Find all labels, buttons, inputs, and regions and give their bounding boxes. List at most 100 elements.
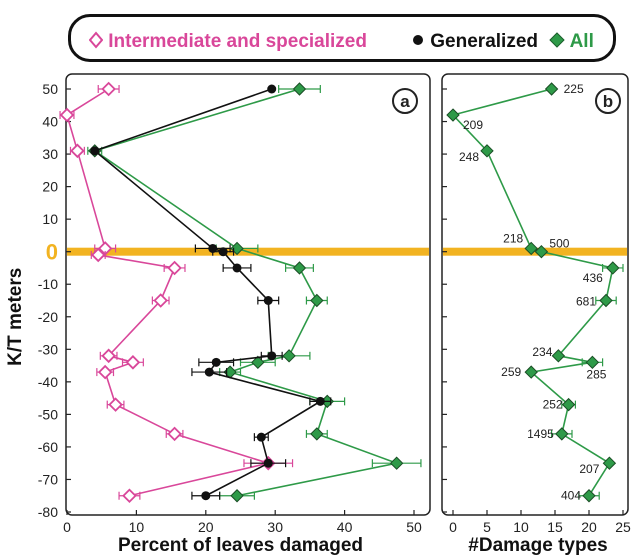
point-label: 252 — [543, 398, 563, 412]
data-point-circle — [204, 367, 214, 377]
y-tick-label-boundary: 0 — [46, 240, 58, 265]
x-tick-label: 20 — [581, 519, 597, 535]
data-point-filled-diamond — [292, 261, 307, 275]
data-point-open-diamond — [108, 397, 123, 412]
y-tick-label: -40 — [38, 374, 58, 390]
y-tick-label: -70 — [38, 471, 58, 487]
data-point-open-diamond — [125, 355, 141, 370]
open-diamond-icon — [88, 31, 104, 49]
panel-label-badge — [392, 88, 418, 114]
series-line — [66, 88, 272, 497]
y-axis-title: K/T meters — [5, 268, 26, 366]
legend-item-all: All — [549, 30, 594, 53]
y-tick-label: -80 — [38, 504, 58, 520]
series-line — [92, 88, 400, 497]
y-tick-label: -20 — [38, 309, 58, 325]
data-point-filled-diamond — [551, 349, 566, 363]
point-label: 218 — [503, 231, 523, 245]
data-point-circle — [256, 432, 266, 442]
x-tick-label: 5 — [483, 519, 491, 535]
data-point-filled-diamond — [602, 456, 617, 470]
y-tick-label: -10 — [38, 276, 58, 292]
legend-item-generalized: Generalized — [411, 30, 538, 53]
point-label: 436 — [583, 271, 603, 285]
data-point-circle — [267, 84, 277, 94]
data-point-open-diamond — [59, 107, 75, 123]
data-point-filled-diamond — [389, 456, 404, 470]
panel-label-badge — [595, 88, 621, 114]
data-point-filled-diamond — [282, 349, 296, 363]
data-point-open-diamond — [90, 247, 106, 263]
x-tick-label: 15 — [547, 519, 563, 535]
y-tick-label: 10 — [42, 211, 58, 227]
data-point-circle — [90, 146, 100, 156]
point-label: 234 — [532, 345, 552, 359]
panel-frame-a — [441, 73, 629, 516]
point-label: 1495 — [527, 427, 554, 441]
data-point-circle — [315, 396, 325, 406]
data-point-open-diamond — [167, 426, 182, 442]
legend-label-all: All — [569, 31, 594, 52]
data-point-filled-diamond — [524, 365, 538, 379]
y-tick-label: -30 — [38, 341, 58, 357]
data-point-filled-diamond — [606, 261, 620, 275]
legend-label-intermediate: Intermediate and specialized — [108, 31, 367, 52]
data-point-filled-diamond — [310, 427, 324, 441]
data-point-circle — [201, 491, 211, 501]
series-line — [93, 88, 323, 497]
data-point-circle — [218, 247, 228, 257]
y-tick-label: 50 — [42, 81, 58, 97]
x-axis-title-a: Percent of leaves damaged — [118, 535, 363, 555]
x-tick-label: 0 — [63, 519, 71, 535]
data-point-filled-diamond — [310, 293, 324, 308]
data-point-circle — [211, 357, 221, 367]
data-point-circle — [263, 296, 273, 305]
legend-label-generalized: Generalized — [430, 31, 538, 52]
data-point-filled-diamond — [534, 244, 549, 259]
data-point-open-diamond — [70, 143, 85, 159]
data-point-filled-diamond — [480, 144, 494, 158]
point-label: 285 — [586, 367, 606, 381]
data-point-open-diamond — [101, 348, 116, 364]
y-tick-label: -50 — [38, 406, 58, 422]
point-label: 207 — [579, 462, 599, 476]
data-point-filled-diamond — [561, 397, 576, 412]
data-point-circle — [232, 263, 242, 273]
legend-item-intermediate: Intermediate and specialized — [88, 30, 367, 53]
point-label: 259 — [501, 365, 521, 379]
data-point-open-diamond — [97, 364, 113, 380]
point-label: 500 — [549, 237, 569, 251]
data-point-circle — [263, 458, 273, 468]
data-point-filled-diamond — [555, 427, 569, 441]
filled-diamond-icon — [549, 32, 565, 48]
x-tick-label: 30 — [267, 519, 283, 535]
data-point-filled-diamond — [544, 82, 559, 96]
data-point-open-diamond — [122, 488, 137, 504]
x-tick-label: 0 — [449, 519, 457, 535]
data-point-circle — [267, 351, 277, 361]
x-tick-label: 50 — [406, 519, 422, 535]
data-point-filled-diamond — [292, 82, 307, 96]
point-label: 209 — [463, 118, 483, 132]
data-point-filled-diamond — [524, 241, 538, 256]
x-tick-label: 10 — [129, 519, 145, 535]
data-point-open-diamond — [101, 81, 116, 97]
data-point-filled-diamond — [599, 293, 613, 308]
point-label: 404 — [561, 489, 581, 503]
x-tick-label: 20 — [198, 519, 214, 535]
panel-label-a: a — [400, 92, 410, 111]
y-tick-label: 30 — [42, 146, 58, 162]
data-point-open-diamond — [153, 293, 168, 308]
x-tick-label: 25 — [615, 519, 631, 535]
panel-label-b: b — [603, 92, 613, 111]
panel-frame-a — [65, 73, 431, 516]
data-point-filled-diamond — [446, 108, 460, 122]
data-point-filled-diamond — [585, 355, 600, 370]
data-point-filled-diamond — [582, 489, 596, 503]
data-point-open-diamond — [167, 260, 182, 276]
y-tick-label: 20 — [42, 179, 58, 195]
point-label: 225 — [564, 82, 584, 96]
data-point-filled-diamond — [230, 489, 244, 503]
y-tick-label: -60 — [38, 439, 58, 455]
